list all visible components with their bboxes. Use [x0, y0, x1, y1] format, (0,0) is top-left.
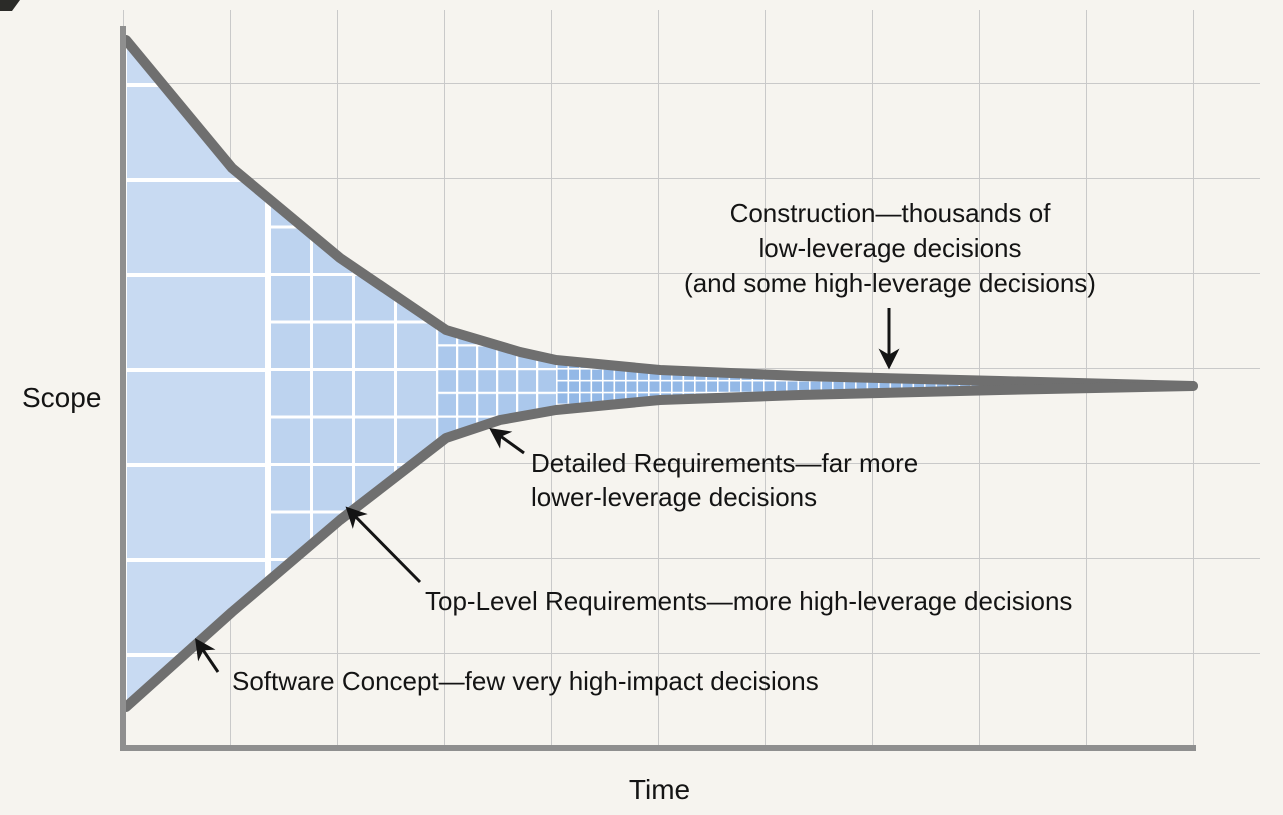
annotation-line: low-leverage decisions — [758, 233, 1022, 263]
annotation-line: (and some high-leverage decisions) — [684, 268, 1096, 298]
annotation-top-level-requirements: Top-Level Requirements—more high-leverag… — [425, 584, 1072, 619]
top-level-requirements-arrow — [345, 506, 422, 584]
scan-artifact — [0, 0, 20, 11]
annotation-arrows — [195, 308, 900, 673]
annotation-line: Detailed Requirements—far more — [531, 448, 919, 478]
funnel-bottom-boundary — [121, 381, 1198, 712]
annotation-line: Construction—thousands of — [729, 198, 1051, 228]
annotation-detailed-requirements: Detailed Requirements—far more lower-lev… — [531, 446, 918, 514]
annotation-line: Top-Level Requirements—more high-leverag… — [425, 586, 1073, 616]
y-axis-label: Scope — [22, 382, 102, 413]
x-axis-label: Time — [628, 774, 691, 805]
annotation-line: Software Concept—few very high-impact de… — [232, 666, 819, 696]
annotation-construction: Construction—thousands of low-leverage d… — [655, 196, 1125, 301]
annotation-line: lower-leverage decisions — [531, 482, 818, 512]
annotation-software-concept: Software Concept—few very high-impact de… — [232, 664, 819, 699]
software-concept-arrow — [195, 638, 220, 673]
funnel-top-boundary — [121, 35, 1198, 391]
detailed-requirements-arrow — [489, 427, 525, 455]
